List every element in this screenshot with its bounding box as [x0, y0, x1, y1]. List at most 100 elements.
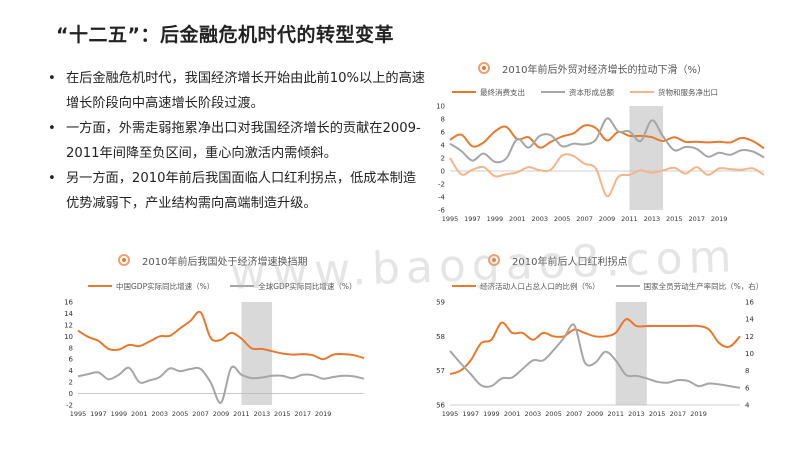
x-tick-label: 2005 [545, 410, 562, 418]
chart2-legend: 中国GDP实际同比增速（%） 全球GDP实际同比增速（%） [88, 280, 373, 292]
x-tick-label: 1999 [483, 410, 500, 418]
y-tick-label: 6 [69, 356, 74, 364]
legend-item: 最终消费支出 [452, 87, 525, 98]
shaded-period [629, 106, 664, 210]
chart3-legend: 经济活动人口占总人口的比例（%） 国家全员劳动生产率同比（%，右） [452, 280, 779, 292]
legend-item: 中国GDP实际同比增速（%） [88, 281, 214, 292]
ring-bullet-icon [118, 254, 130, 266]
y-tick-label: 4 [69, 367, 74, 375]
chart1-legend: 最终消费支出 资本形成总额 货物和服务净出口 [452, 86, 734, 98]
x-tick-label: 1995 [442, 410, 459, 418]
x-tick-label: 2001 [131, 410, 148, 418]
x-tick-label: 2001 [509, 215, 526, 223]
legend-item: 经济活动人口占总人口的比例（%） [452, 281, 600, 292]
x-tick-label: 1997 [464, 215, 481, 223]
y-tick-label: 12 [64, 321, 73, 329]
bullet-dot: • [48, 171, 56, 186]
y-tick-label: -4 [438, 194, 446, 202]
x-tick-label: 2003 [151, 410, 168, 418]
x-tick-label: 2007 [566, 410, 583, 418]
bullet-item: • 在后金融危机时代，我国经济增长开始由此前10%以上的高速增长阶段向中高速增长阶… [46, 66, 426, 116]
legend-label: 经济活动人口占总人口的比例（%） [480, 281, 600, 291]
x-tick-label: 2003 [531, 215, 548, 223]
x-tick-label: 2013 [254, 410, 271, 418]
bullet-list: • 在后金融危机时代，我国经济增长开始由此前10%以上的高速增长阶段向中高速增长阶… [46, 66, 426, 216]
x-tick-label: 1995 [442, 215, 459, 223]
x-tick-label: 2007 [576, 215, 593, 223]
x-tick-label: 2013 [628, 410, 645, 418]
x-tick-label: 2005 [172, 410, 189, 418]
x-tick-label: 1999 [487, 215, 504, 223]
legend-swatch [88, 285, 112, 287]
x-tick-label: 2019 [690, 410, 707, 418]
legend-item: 资本形成总额 [541, 87, 614, 98]
legend-label: 资本形成总额 [569, 87, 614, 97]
series-line-1 [449, 318, 741, 376]
chart2-title: 2010年前后我国处于经济增速换挡期 [142, 256, 308, 268]
x-tick-label: 2011 [233, 410, 250, 418]
y-right-tick-label: 12 [745, 333, 754, 341]
legend-item: 货物和服务净出口 [630, 87, 718, 98]
legend-swatch [452, 285, 476, 287]
legend-label: 货物和服务净出口 [658, 87, 718, 97]
x-tick-label: 2003 [525, 410, 542, 418]
x-tick-label: 2001 [504, 410, 521, 418]
y-tick-label: 10 [436, 103, 445, 111]
y-tick-label: 2 [69, 379, 73, 387]
y-tick-label: 10 [64, 333, 73, 341]
bullet-text: 在后金融危机时代，我国经济增长开始由此前10%以上的高速增长阶段向中高速增长阶段… [66, 71, 425, 111]
y-tick-label: 6 [441, 129, 446, 137]
legend-label: 最终消费支出 [480, 87, 525, 97]
series-line-3 [449, 153, 765, 198]
x-tick-label: 1999 [111, 410, 128, 418]
x-tick-label: 2019 [315, 410, 332, 418]
series-line-1 [449, 124, 765, 150]
x-tick-label: 2009 [213, 410, 230, 418]
chart1-title-row: 2010年前后外贸对经济增长的拉动下滑（%） [478, 60, 707, 76]
ring-bullet-icon [478, 62, 490, 74]
bullet-text: 一方面，外需走弱拖累净出口对我国经济增长的贡献在2009-2011年间降至负区间… [66, 121, 421, 161]
y-right-tick-label: 16 [745, 299, 754, 307]
series-line-1 [77, 310, 365, 361]
legend-swatch [452, 91, 476, 93]
x-tick-label: 2019 [711, 215, 728, 223]
y-tick-label: -6 [438, 207, 446, 215]
x-tick-label: 2015 [649, 410, 666, 418]
x-tick-label: 2017 [670, 410, 687, 418]
x-tick-label: 2011 [621, 215, 638, 223]
shaded-period [241, 302, 273, 405]
y-tick-label: 0 [69, 390, 73, 398]
series-line-2 [449, 117, 765, 164]
x-tick-label: 2017 [294, 410, 311, 418]
y-tick-label: 8 [441, 116, 445, 124]
legend-label: 全球GDP实际同比增速（%） [258, 281, 357, 291]
x-tick-label: 2011 [607, 410, 624, 418]
y-right-tick-label: 4 [745, 402, 750, 410]
y-tick-label: 58 [436, 333, 445, 341]
y-tick-label: 0 [441, 168, 445, 176]
x-tick-label: 1997 [462, 410, 479, 418]
x-tick-label: 2015 [666, 215, 683, 223]
x-tick-label: 2009 [587, 410, 604, 418]
x-tick-label: 2007 [192, 410, 209, 418]
y-tick-label: -2 [438, 181, 445, 189]
legend-swatch [630, 91, 654, 93]
y-tick-label: 8 [69, 344, 73, 352]
bullet-item: • 一方面，外需走弱拖累净出口对我国经济增长的贡献在2009-2011年间降至负区… [46, 116, 426, 166]
ring-bullet-icon [488, 254, 500, 266]
chart1-title: 2010年前后外贸对经济增长的拉动下滑（%） [502, 64, 707, 76]
chart3-title-row: 2010年前后人口红利拐点 [488, 252, 627, 268]
y-tick-label: 57 [436, 367, 445, 375]
x-tick-label: 2015 [274, 410, 291, 418]
chart2-title-row: 2010年前后我国处于经济增速换挡期 [118, 252, 307, 268]
y-tick-label: 4 [441, 142, 446, 150]
y-tick-label: -2 [66, 402, 73, 410]
y-tick-label: 56 [436, 402, 445, 410]
y-tick-label: 16 [64, 299, 73, 307]
shaded-period [615, 302, 647, 405]
x-tick-label: 2017 [688, 215, 705, 223]
y-right-tick-label: 10 [745, 350, 754, 358]
